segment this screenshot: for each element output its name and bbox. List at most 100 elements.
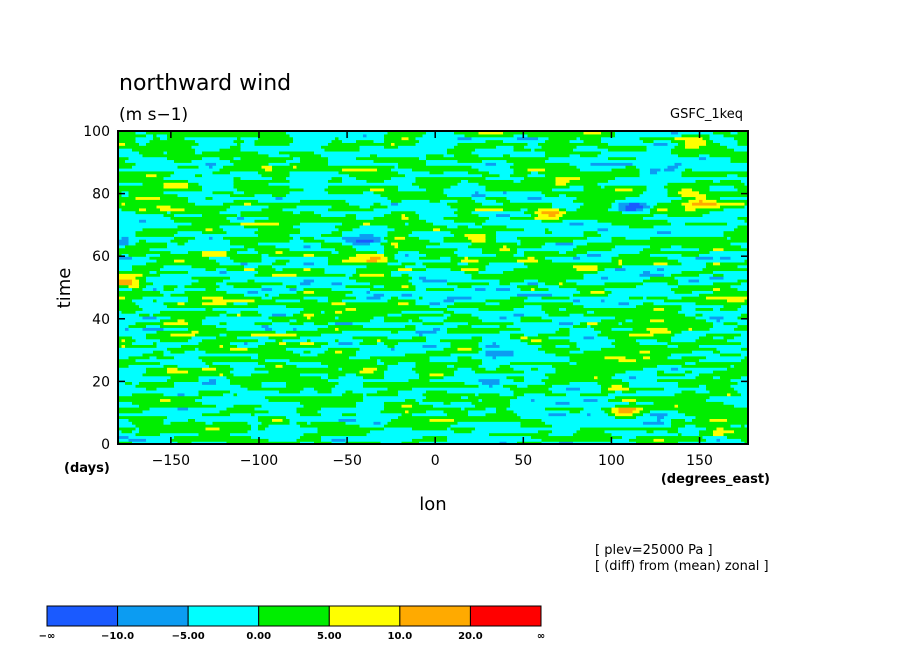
heat-cell	[541, 378, 623, 382]
heat-cell	[226, 253, 263, 257]
heat-cell	[384, 247, 459, 252]
heat-cell	[457, 284, 473, 289]
heat-cell	[545, 310, 588, 314]
heat-cell	[597, 219, 669, 223]
heat-cell	[118, 364, 130, 368]
heat-cell	[356, 156, 420, 161]
heat-cell	[216, 162, 235, 166]
heat-cell	[468, 321, 515, 326]
heat-cell	[251, 355, 259, 360]
heat-cell	[268, 315, 308, 320]
heat-cell	[118, 307, 144, 311]
heat-cell	[478, 267, 487, 272]
heat-cell	[422, 133, 466, 138]
heat-cell	[485, 267, 515, 272]
heat-cell	[219, 148, 242, 152]
heat-cell	[233, 301, 249, 306]
x-tick-label: 0	[431, 453, 440, 469]
heat-cell	[734, 387, 748, 391]
heat-cell	[454, 364, 480, 368]
heat-cell	[678, 426, 707, 431]
heat-cell	[464, 233, 487, 237]
heat-cell	[163, 150, 168, 155]
heat-cell	[548, 412, 567, 417]
heat-cell	[373, 239, 382, 243]
heat-cell	[506, 315, 522, 320]
heat-cell	[517, 247, 574, 252]
heat-cell	[548, 136, 578, 141]
heat-cell	[475, 148, 515, 152]
heat-cell	[310, 281, 333, 286]
heat-cell	[268, 335, 301, 340]
heat-cell	[478, 392, 501, 397]
heat-cell	[730, 378, 748, 382]
heat-cell	[443, 347, 459, 351]
heat-cell	[545, 392, 567, 397]
heat-cell	[468, 412, 487, 417]
heat-cell	[527, 256, 536, 260]
heat-cell	[135, 432, 161, 437]
heat-cell	[562, 219, 599, 223]
heat-cell	[370, 290, 581, 294]
heat-cell	[625, 196, 683, 200]
heat-cell	[552, 202, 585, 206]
heat-cell	[713, 321, 725, 326]
heat-cell	[450, 424, 522, 428]
heat-cell	[279, 389, 301, 394]
heat-cell	[681, 187, 693, 192]
heat-cell	[226, 310, 242, 314]
heat-cell	[240, 148, 326, 152]
heat-cell	[342, 139, 357, 143]
heat-cell	[244, 341, 249, 346]
heat-cell	[737, 139, 748, 143]
heat-cell	[667, 213, 704, 217]
heat-cell	[118, 159, 126, 163]
heat-cell	[440, 327, 448, 331]
heat-cell	[520, 415, 616, 419]
heat-cell	[356, 296, 368, 300]
heat-cell	[503, 202, 553, 206]
heat-cell	[202, 412, 231, 417]
heat-cell	[286, 381, 340, 385]
heat-cell	[226, 290, 249, 294]
heat-cell	[713, 429, 735, 434]
heat-cell	[335, 327, 340, 331]
heat-cell	[387, 367, 413, 371]
heat-cell	[153, 287, 158, 291]
heat-cell	[195, 236, 210, 240]
heat-cell	[496, 199, 511, 203]
heat-cell	[268, 216, 357, 220]
heat-cell	[258, 241, 322, 246]
heat-cell	[713, 350, 721, 354]
heat-cell	[156, 387, 249, 391]
heat-cell	[597, 333, 630, 337]
heat-cell	[503, 384, 518, 388]
heat-cell	[478, 307, 515, 311]
heat-cell	[531, 338, 543, 343]
heat-cell	[737, 224, 748, 229]
heat-cell	[289, 421, 298, 425]
heat-cell	[293, 156, 301, 161]
heat-cell	[548, 156, 609, 161]
y-tick-label: 20	[92, 374, 110, 390]
x-tick-label: 50	[514, 453, 532, 469]
heat-cell	[300, 159, 329, 163]
heat-cell	[405, 398, 417, 402]
heat-cell	[149, 139, 196, 143]
heat-cell	[447, 364, 455, 368]
heat-cell	[384, 293, 403, 297]
heat-cell	[622, 435, 637, 439]
heat-cell	[258, 264, 273, 269]
heat-cell	[506, 407, 546, 411]
heat-cell	[310, 338, 336, 343]
heat-cell	[391, 270, 466, 274]
heat-cell	[237, 250, 259, 254]
heat-cell	[443, 321, 469, 326]
heat-cell	[118, 412, 203, 417]
heat-cell	[142, 352, 165, 357]
heat-cell	[342, 412, 357, 417]
heat-cell	[699, 199, 704, 203]
heat-cell	[303, 278, 315, 283]
heat-cell	[604, 298, 665, 303]
heat-cell	[597, 398, 609, 402]
